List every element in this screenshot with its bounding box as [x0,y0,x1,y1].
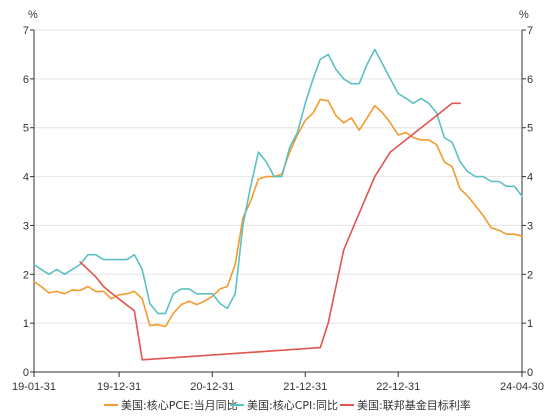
legend: 美国:核心PCE:当月同比 美国:核心CPI:同比 美国:联邦基金目标利率 [104,398,471,412]
right-y-tick-label: 5 [527,123,533,135]
left-y-tick-label: 5 [23,123,29,135]
left-y-tick-label: 2 [23,269,29,281]
left-y-tick-label: 0 [23,367,29,379]
left-y-tick-label: 7 [23,25,29,37]
series-line-3 [79,102,461,361]
x-tick-label: 24-04-30 [500,381,544,393]
right-y-tick-label: 0 [527,367,533,379]
right-axis-unit: % [519,9,529,21]
x-tick-label: 19-01-31 [12,381,56,393]
right-y-tick-label: 2 [527,269,533,281]
right-y-tick-label: 7 [527,25,533,37]
x-tick-label: 20-12-31 [190,381,234,393]
legend-label: 美国:核心CPI:同比 [247,398,338,412]
axes: % % 0 0 1 1 2 2 3 3 4 4 5 5 6 6 7 7 19-01-31 19-12-31 20-1… [12,9,544,393]
right-y-tick-label: 1 [527,318,533,330]
gridlines [34,29,522,324]
left-y-tick-label: 4 [23,172,29,184]
x-tick-label: 21-12-31 [283,381,327,393]
left-y-tick-label: 6 [23,74,29,86]
left-y-tick-label: 1 [23,318,29,330]
right-y-tick-label: 3 [527,220,533,232]
legend-label: 美国:核心PCE:当月同比 [121,398,238,412]
x-tick-label: 22-12-31 [376,381,420,393]
left-axis-unit: % [28,9,38,21]
x-tick-label: 19-12-31 [97,381,141,393]
legend-label: 美国:联邦基金目标利率 [357,398,471,412]
series-line-2 [33,48,523,315]
series-line-1 [33,98,523,328]
left-y-tick-label: 3 [23,220,29,232]
series-lines [33,48,523,361]
right-y-tick-label: 6 [527,74,533,86]
right-y-tick-label: 4 [527,172,533,184]
